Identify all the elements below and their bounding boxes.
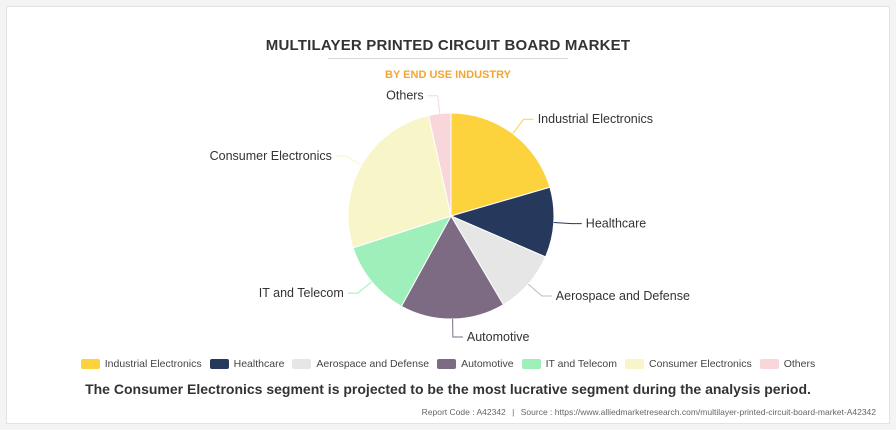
pie-slice-it-and-telecom[interactable] — [352, 215, 453, 307]
slice-label-aerospace-and-defense: Aerospace and Defense — [556, 289, 690, 303]
legend-swatch — [292, 359, 312, 369]
legend-item-aerospace-and-defense[interactable]: Aerospace and Defense — [292, 358, 429, 370]
pie-slice-consumer-electronics[interactable] — [347, 114, 452, 249]
pie-slice-healthcare[interactable] — [449, 186, 555, 258]
chart-title: MULTILAYER PRINTED CIRCUIT BOARD MARKET — [265, 37, 631, 54]
pie-slice-others[interactable] — [427, 112, 452, 217]
legend-swatch — [759, 359, 779, 369]
legend-item-industrial-electronics[interactable]: Industrial Electronics — [80, 358, 202, 370]
legend-swatch — [209, 359, 229, 369]
legend-swatch — [521, 359, 541, 369]
pie-slice-automotive[interactable] — [400, 214, 505, 320]
legend-item-healthcare[interactable]: Healthcare — [209, 358, 285, 370]
leader-line-it-and-telecom — [347, 281, 372, 294]
pie-leader-lines — [335, 95, 582, 338]
leader-line-consumer-electronics — [335, 155, 362, 166]
legend-label: Others — [783, 358, 816, 370]
legend-item-it-and-telecom[interactable]: IT and Telecom — [521, 358, 618, 370]
legend-label: Automotive — [461, 358, 514, 370]
title-divider — [328, 58, 568, 59]
legend-label: Aerospace and Defense — [316, 358, 430, 370]
leader-line-aerospace-and-defense — [527, 283, 552, 297]
legend-label: Industrial Electronics — [104, 358, 202, 370]
chart-subtitle: BY END USE INDUSTRY — [385, 69, 511, 81]
slice-label-others: Others — [386, 89, 424, 103]
slice-label-healthcare: Healthcare — [586, 217, 646, 231]
slice-label-industrial-electronics: Industrial Electronics — [538, 112, 653, 126]
legend-swatch — [80, 359, 100, 369]
leader-line-others — [427, 95, 441, 114]
source-footer: Report Code : A42342 | Source : https://… — [422, 407, 876, 417]
source-text: Source : https://www.alliedmarketresearc… — [520, 407, 876, 417]
legend-swatch — [625, 359, 645, 369]
legend-label: Healthcare — [233, 358, 285, 370]
legend-swatch — [437, 359, 457, 369]
slice-label-automotive: Automotive — [467, 330, 530, 344]
leader-line-industrial-electronics — [512, 118, 534, 134]
pie-slices — [347, 112, 555, 320]
footer-separator: | — [512, 407, 515, 417]
legend-item-consumer-electronics[interactable]: Consumer Electronics — [625, 358, 752, 370]
legend-item-others[interactable]: Others — [759, 358, 816, 370]
chart-legend: Industrial Electronics Healthcare Aerospac… — [0, 358, 896, 370]
leader-line-healthcare — [553, 222, 582, 225]
slice-label-consumer-electronics: Consumer Electronics — [210, 149, 332, 163]
summary-statement: The Consumer Electronics segment is proj… — [85, 381, 811, 397]
report-code: Report Code : A42342 — [421, 407, 506, 417]
legend-item-automotive[interactable]: Automotive — [437, 358, 514, 370]
slice-label-it-and-telecom: IT and Telecom — [259, 286, 344, 300]
legend-label: Consumer Electronics — [649, 358, 752, 370]
pie-labels: Industrial Electronics Healthcare Aerospac… — [210, 89, 690, 344]
leader-line-automotive — [452, 318, 463, 338]
legend-label: IT and Telecom — [545, 358, 618, 370]
